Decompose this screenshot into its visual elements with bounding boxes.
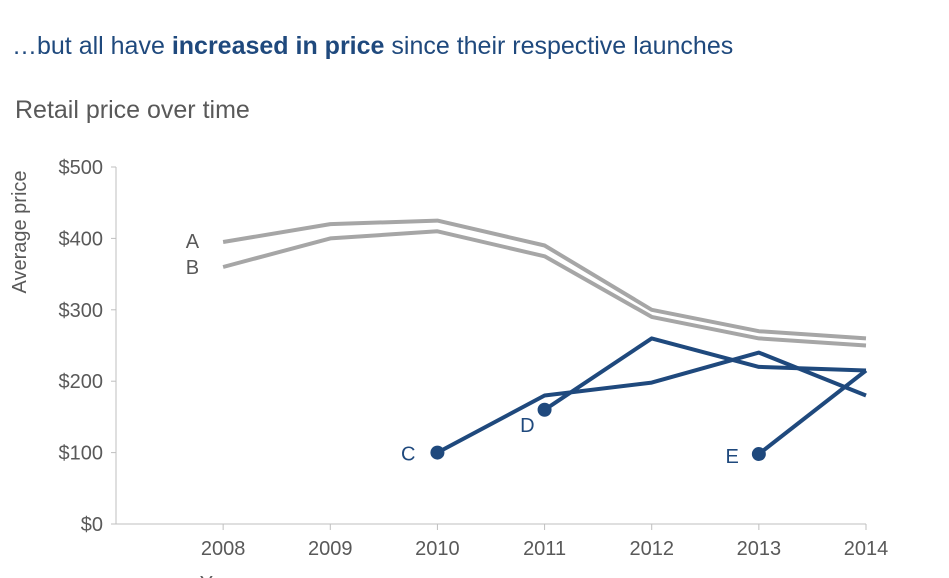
headline-prefix: …but all have bbox=[12, 32, 172, 60]
y-tick-label: $400 bbox=[59, 228, 104, 250]
x-axis-label: Year bbox=[200, 573, 241, 578]
headline-suffix: since their respective launches bbox=[384, 32, 734, 60]
x-tick-label: 2009 bbox=[308, 538, 353, 560]
series-line-e bbox=[757, 368, 868, 456]
series-line-d bbox=[543, 336, 867, 412]
headline-emphasis: increased in price bbox=[171, 32, 385, 60]
series-start-point-c bbox=[430, 445, 445, 460]
y-axis-label: Average price bbox=[9, 170, 31, 293]
series-label-d: D bbox=[520, 415, 534, 437]
y-tick-label: $300 bbox=[59, 300, 104, 322]
series-label-e: E bbox=[726, 446, 739, 468]
x-tick-label: 2012 bbox=[629, 538, 674, 560]
x-tick-label: 2013 bbox=[737, 538, 782, 560]
x-tick-label: 2014 bbox=[844, 538, 889, 560]
headline: …but all have increased in price since t… bbox=[12, 32, 733, 61]
series-label-a: A bbox=[186, 231, 200, 253]
y-tick-label: $200 bbox=[59, 371, 104, 393]
series-line-b bbox=[222, 229, 867, 348]
x-tick-label: 2008 bbox=[201, 538, 246, 560]
x-tick-label: 2011 bbox=[523, 538, 566, 560]
series-label-c: C bbox=[401, 444, 415, 466]
x-tick-label: 2010 bbox=[415, 538, 460, 560]
y-tick-label: $100 bbox=[59, 443, 104, 465]
series-start-point-e bbox=[751, 447, 766, 462]
y-tick-label: $500 bbox=[59, 157, 104, 179]
series-start-point-d bbox=[537, 402, 552, 417]
series-line-a bbox=[222, 218, 867, 341]
series-label-b: B bbox=[186, 257, 199, 279]
chart-title: Retail price over time bbox=[15, 96, 250, 124]
y-tick-label: $0 bbox=[81, 514, 103, 536]
